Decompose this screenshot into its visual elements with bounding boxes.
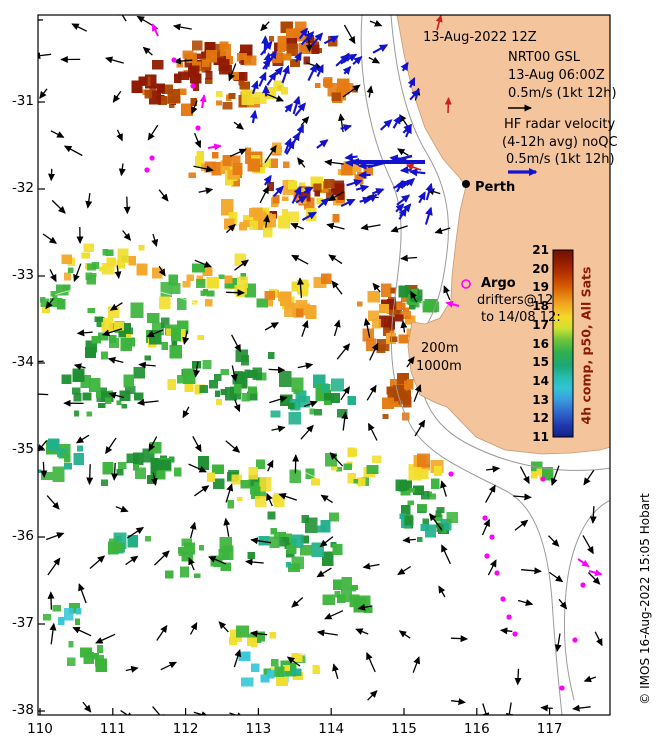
colorbar-tick-label: 12 bbox=[532, 411, 549, 426]
colorbar-tick-label: 17 bbox=[532, 317, 549, 332]
colorbar-tick-label: 18 bbox=[532, 299, 549, 314]
axis-tick-marks bbox=[38, 101, 551, 715]
y-tick-label: -37 bbox=[11, 615, 34, 631]
current-vectors bbox=[38, 15, 603, 715]
argo-label: Argo bbox=[481, 276, 516, 291]
datetime-label: 13-Aug-2022 12Z bbox=[423, 30, 537, 45]
colorbar-tick-label: 19 bbox=[532, 280, 549, 295]
depth-1000m-label: 1000m bbox=[416, 359, 462, 374]
hf-scale-label: 0.5m/s (1kt 12h) bbox=[506, 152, 615, 167]
x-tick-label: 110 bbox=[27, 721, 53, 737]
colorbar-tick-label: 14 bbox=[532, 373, 549, 388]
gsl-scale-label: 0.5m/s (1kt 12h) bbox=[508, 86, 617, 101]
colorbar-title: 4h comp, p50, All Sats bbox=[578, 266, 594, 425]
colorbar-tick-label: 15 bbox=[532, 355, 549, 370]
y-tick-label: -35 bbox=[11, 441, 34, 457]
x-tick-label: 117 bbox=[536, 721, 563, 737]
perth-label: Perth bbox=[475, 180, 516, 195]
colorbar-tick-label: 11 bbox=[532, 430, 549, 444]
gsl-time-label: 13-Aug 06:00Z bbox=[508, 68, 605, 83]
hf-radar-vectors bbox=[249, 27, 434, 225]
colorbar-tick-label: 16 bbox=[532, 336, 549, 351]
sst-contours bbox=[54, 285, 366, 669]
gsl-model-label: NRT00 GSL bbox=[508, 50, 580, 65]
x-tick-label: 114 bbox=[318, 721, 345, 737]
x-tick-label: 113 bbox=[245, 721, 272, 737]
y-tick-label: -36 bbox=[11, 528, 34, 544]
x-tick-label: 115 bbox=[391, 721, 417, 737]
colorbar-tick-label: 20 bbox=[532, 261, 549, 276]
y-tick-label: -33 bbox=[11, 267, 34, 283]
x-tick-label: 111 bbox=[99, 721, 126, 737]
coastal-vectors bbox=[405, 15, 452, 171]
hf-avg-label: (4-12h avg) noQC bbox=[502, 135, 618, 150]
argo-drifter-markers bbox=[144, 23, 603, 691]
colorbar-tick-label: 13 bbox=[532, 392, 549, 407]
perth-city-dot bbox=[462, 180, 470, 188]
colorbar-tick-label: 21 bbox=[532, 243, 549, 257]
y-tick-label: -34 bbox=[11, 354, 34, 370]
y-tick-label: -32 bbox=[11, 180, 34, 196]
x-tick-label: 112 bbox=[172, 721, 199, 737]
hf-radar-label: HF radar velocity bbox=[504, 117, 616, 132]
y-tick-label: -31 bbox=[11, 93, 34, 109]
scale-arrows bbox=[508, 104, 538, 176]
x-tick-label: 116 bbox=[463, 721, 490, 737]
colorbar bbox=[552, 249, 574, 438]
y-tick-label: -38 bbox=[11, 702, 34, 718]
copyright-text: © IMOS 16-Aug-2022 15:05 Hobart bbox=[638, 493, 652, 705]
argo-line2: drifters@12 bbox=[477, 293, 554, 308]
argo-line3: to 14/08 12: bbox=[481, 310, 561, 325]
depth-200m-label: 200m bbox=[421, 341, 459, 356]
plot-frame bbox=[37, 14, 611, 716]
